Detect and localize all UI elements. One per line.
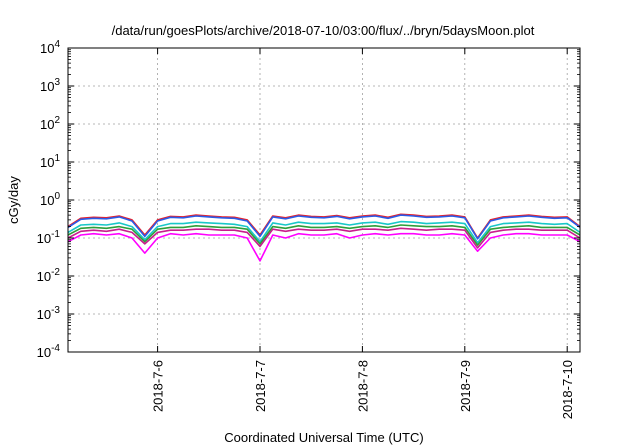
grid [68, 48, 580, 352]
y-tick-label: 104 [40, 39, 60, 56]
x-tick-label: 2018-7-7 [253, 360, 268, 412]
series-line-6 [67, 232, 581, 262]
x-axis: 2018-7-6 2018-7-7 2018-7-8 2018-7-9 2018-7-1… [151, 48, 575, 419]
series-group [67, 213, 581, 262]
y-axis: 10-4 10-3 10-2 10-1 100 101 102 103 104 [37, 39, 580, 360]
chart-title: /data/run/goesPlots/archive/2018-07-10/0… [112, 23, 535, 38]
y-tick-label: 10-2 [37, 267, 61, 284]
y-tick-label: 101 [40, 153, 60, 170]
y-tick-label: 10-1 [37, 229, 61, 246]
series-line-3 [67, 220, 581, 244]
x-tick-label: 2018-7-9 [458, 360, 473, 412]
series-line-2 [67, 214, 581, 240]
y-tick-label: 100 [40, 191, 60, 208]
y-axis-label: cGy/day [6, 176, 21, 224]
x-tick-label: 2018-7-10 [560, 360, 575, 419]
x-tick-label: 2018-7-8 [355, 360, 370, 412]
y-tick-label: 102 [40, 115, 60, 132]
series-line-5 [67, 227, 581, 249]
x-axis-label: Coordinated Universal Time (UTC) [224, 430, 423, 445]
series-line-4 [67, 224, 581, 246]
x-tick-label: 2018-7-6 [151, 360, 166, 412]
y-tick-label: 10-3 [37, 305, 61, 322]
y-tick-label: 10-4 [37, 343, 61, 360]
y-tick-label: 103 [40, 77, 60, 94]
